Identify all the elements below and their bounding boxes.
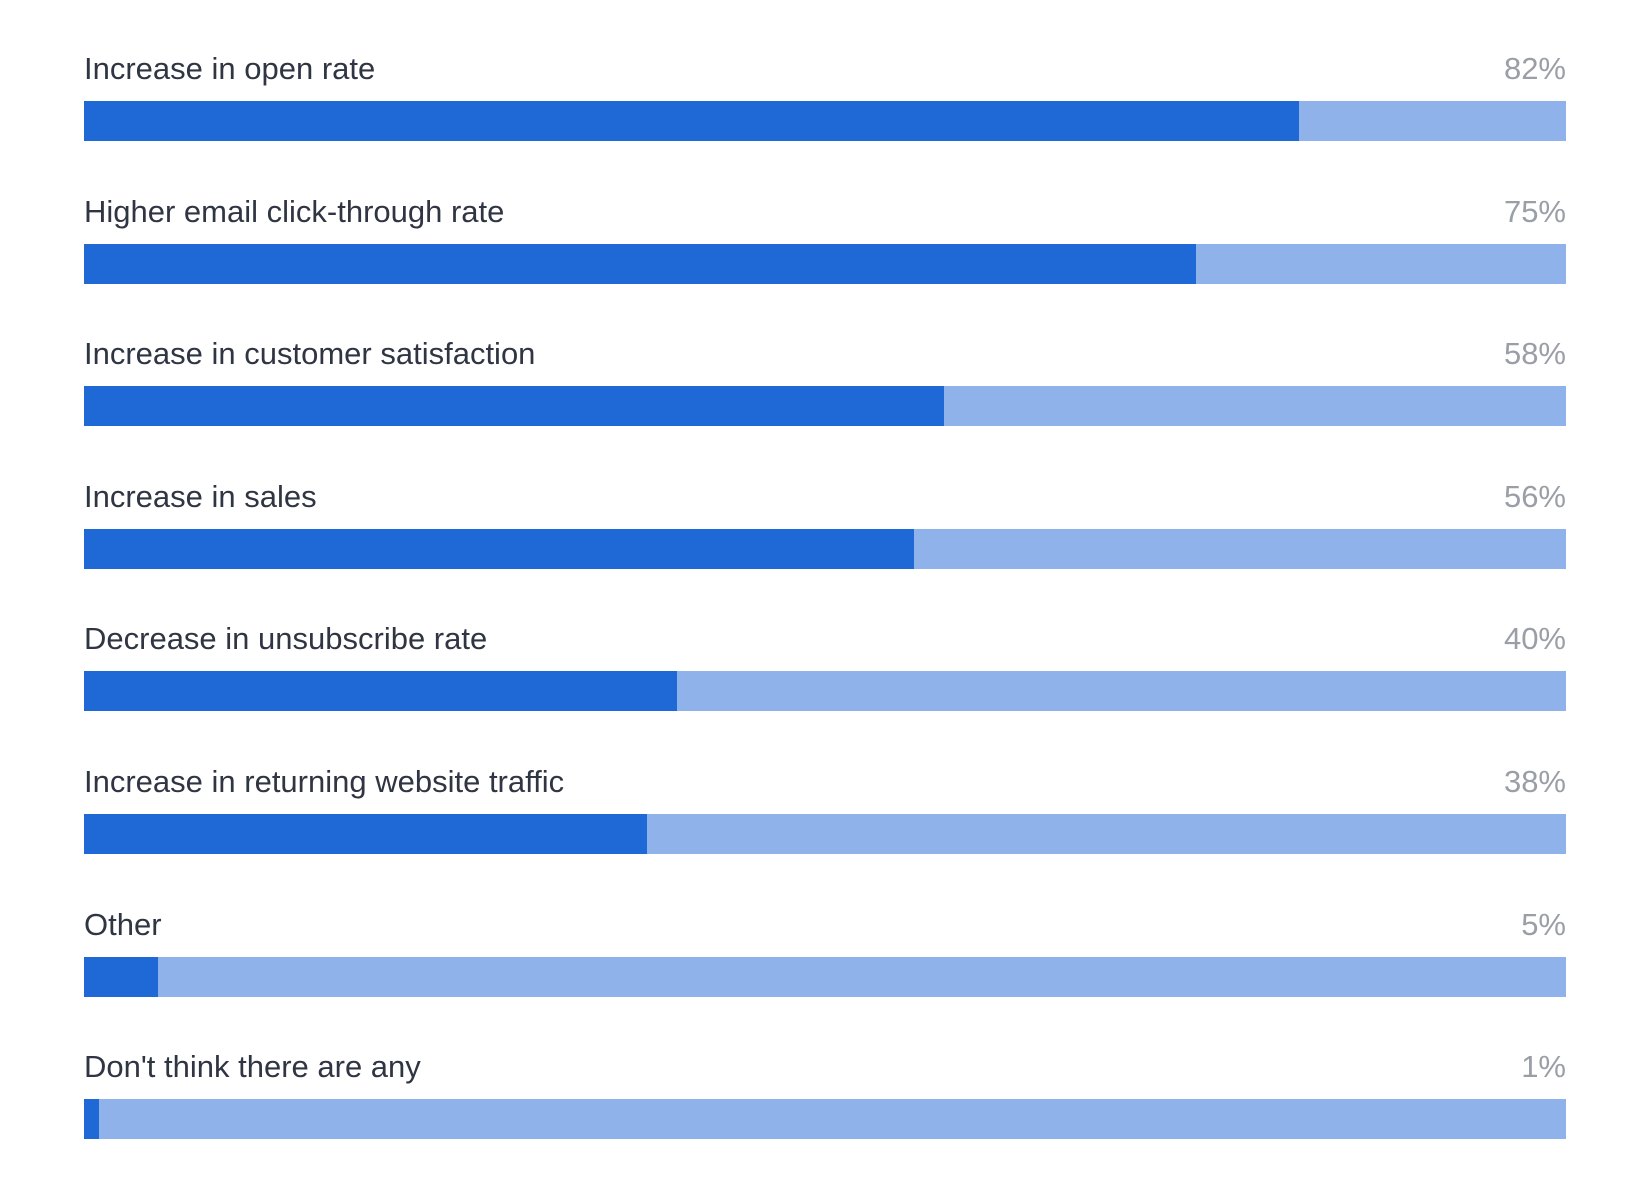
bar-row-returning-traffic: Increase in returning website traffic 38… [84,762,1566,862]
bar-row-sales: Increase in sales 56% [84,477,1566,577]
bar-track [84,529,1566,569]
bar-value-label: 58% [1503,336,1566,371]
bar-row-unsubscribe-rate: Decrease in unsubscribe rate 40% [84,619,1566,719]
bar-track [84,1099,1566,1139]
bar-track [84,101,1566,141]
bar-value-label: 1% [1521,1049,1566,1084]
bar-fill [84,671,677,711]
bar-label: Increase in customer satisfaction [84,336,536,371]
bar-label: Increase in returning website traffic [84,764,565,799]
bar-track [84,814,1566,854]
bar-fill [84,101,1299,141]
bar-label: Increase in open rate [84,51,376,86]
bar-value-label: 40% [1503,621,1566,656]
bar-fill [84,529,914,569]
bar-row-click-through-rate: Higher email click-through rate 75% [84,192,1566,292]
bar-track [84,244,1566,284]
bar-fill [84,1099,99,1139]
bar-row-other: Other 5% [84,905,1566,1005]
bar-label: Don't think there are any [84,1049,421,1084]
bar-value-label: 5% [1521,907,1566,942]
bar-label: Higher email click-through rate [84,194,505,229]
bar-fill [84,814,647,854]
bar-row-open-rate: Increase in open rate 82% [84,49,1566,149]
bar-fill [84,386,944,426]
bar-track [84,386,1566,426]
bar-fill [84,957,158,997]
bar-value-label: 38% [1503,764,1566,799]
bar-value-label: 56% [1503,479,1566,514]
bar-value-label: 75% [1503,194,1566,229]
bar-label: Increase in sales [84,479,317,514]
bar-value-label: 82% [1503,51,1566,86]
bar-label: Decrease in unsubscribe rate [84,621,488,656]
bar-row-customer-satisfaction: Increase in customer satisfaction 58% [84,334,1566,434]
bar-row-none: Don't think there are any 1% [84,1047,1566,1147]
bar-label: Other [84,907,162,942]
bar-track [84,671,1566,711]
bar-track [84,957,1566,997]
bar-fill [84,244,1196,284]
